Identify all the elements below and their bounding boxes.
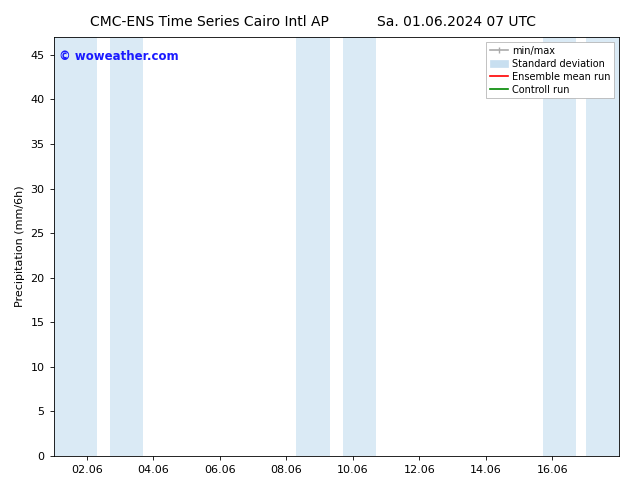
Text: © woweather.com: © woweather.com bbox=[60, 49, 179, 63]
Text: CMC-ENS Time Series Cairo Intl AP: CMC-ENS Time Series Cairo Intl AP bbox=[90, 15, 328, 29]
Y-axis label: Precipitation (mm/6h): Precipitation (mm/6h) bbox=[15, 186, 25, 307]
Bar bbox=[586, 37, 619, 456]
Legend: min/max, Standard deviation, Ensemble mean run, Controll run: min/max, Standard deviation, Ensemble me… bbox=[486, 42, 614, 98]
Text: Sa. 01.06.2024 07 UTC: Sa. 01.06.2024 07 UTC bbox=[377, 15, 536, 29]
Bar bbox=[110, 37, 143, 456]
Bar bbox=[297, 37, 330, 456]
Bar bbox=[54, 37, 97, 456]
Bar bbox=[543, 37, 576, 456]
Bar bbox=[343, 37, 376, 456]
